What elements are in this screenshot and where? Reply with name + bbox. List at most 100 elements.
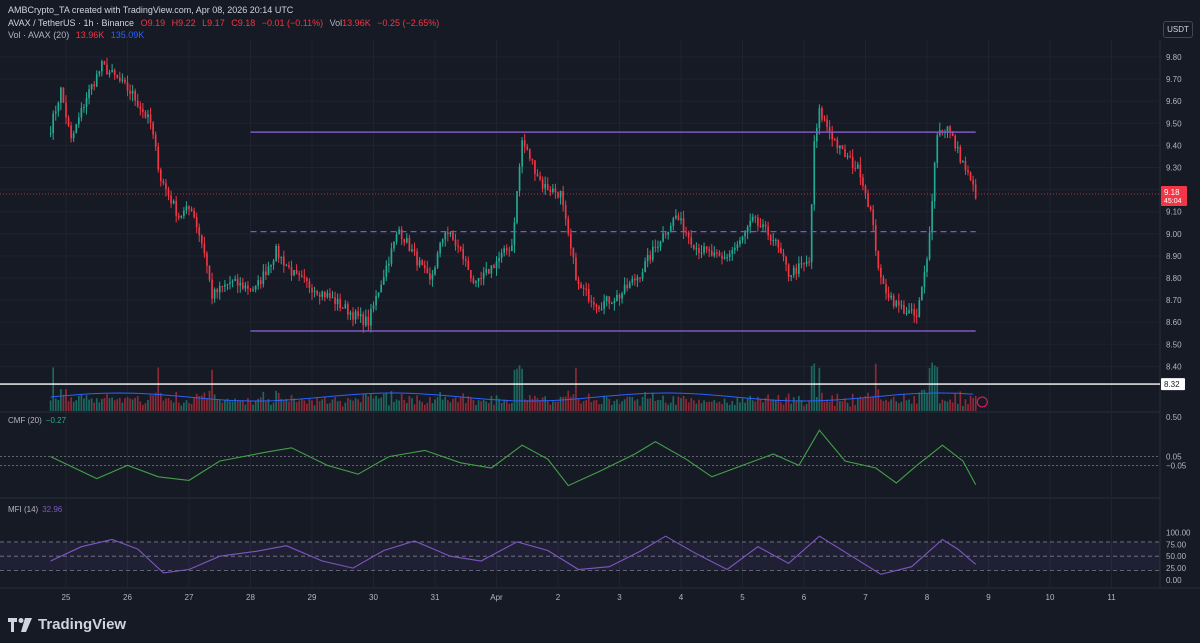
candle-body <box>526 146 529 150</box>
candle-body <box>316 291 318 295</box>
candle-body <box>390 248 393 264</box>
volume-bar <box>531 398 534 411</box>
candle-body <box>249 288 252 290</box>
candle-body <box>75 124 78 134</box>
volume-bar <box>716 402 718 411</box>
volume-bar <box>493 404 495 411</box>
volume-bar <box>833 405 836 411</box>
candle-body <box>457 245 459 247</box>
volume-bar <box>326 403 329 411</box>
candle-body <box>157 146 160 170</box>
mfi-title[interactable]: MFI (14) <box>8 505 39 514</box>
candle-body <box>195 217 198 228</box>
volume-bar <box>557 401 559 411</box>
candle-body <box>733 247 736 251</box>
volume-bar <box>277 392 280 411</box>
volume-bar <box>472 399 475 411</box>
volume-bar <box>864 396 867 411</box>
candle-body <box>641 272 644 279</box>
candle-body <box>867 192 869 208</box>
vol-ma-label[interactable]: Vol · AVAX (20) <box>8 30 70 40</box>
volume-bar <box>398 400 400 411</box>
volume-bar <box>75 400 78 411</box>
candle-body <box>846 156 849 158</box>
candle-body <box>200 235 203 244</box>
candle-body <box>967 170 969 173</box>
cmf-line <box>50 429 977 487</box>
volume-bar <box>690 398 693 411</box>
cmf-tick-label: 0.50 <box>1166 413 1182 422</box>
volume-bar <box>859 396 862 411</box>
volume-bar <box>57 399 60 411</box>
volume-bar <box>282 400 285 411</box>
volume-bar <box>787 393 790 411</box>
candle-body <box>464 259 467 261</box>
volume-bar <box>928 368 931 411</box>
candle-body <box>62 87 65 103</box>
currency-button[interactable]: USDT <box>1163 21 1193 38</box>
candle-body <box>188 206 190 209</box>
volume-bar <box>80 395 83 411</box>
volume-bar <box>582 401 585 411</box>
candle-body <box>185 206 188 211</box>
volume-bar <box>921 389 923 411</box>
mfi-legend: MFI (14) 32.96 <box>8 505 62 514</box>
volume-bar <box>782 404 785 411</box>
candle-body <box>467 260 470 271</box>
candle-body <box>664 233 667 235</box>
candle-body <box>241 282 244 289</box>
candle-body <box>354 311 357 320</box>
candle-body <box>562 191 564 206</box>
candle-body <box>508 250 511 252</box>
candle-body <box>400 229 403 239</box>
volume-bar <box>244 404 247 411</box>
candle-body <box>885 283 887 294</box>
cmf-title[interactable]: CMF (20) <box>8 416 42 425</box>
candle-body <box>277 245 280 258</box>
volume-bar <box>498 398 500 411</box>
candle-body <box>964 160 967 171</box>
volume-bar <box>795 401 798 411</box>
volume-bar <box>554 401 557 411</box>
volume-bar <box>444 396 447 411</box>
volume-bar <box>613 400 616 411</box>
volume-bar <box>449 402 452 411</box>
candle-body <box>618 294 621 299</box>
volume-bar <box>936 366 939 411</box>
volume-bar <box>159 393 162 411</box>
candle-body <box>434 267 436 275</box>
symbol-label[interactable]: AVAX / TetherUS · 1h · Binance <box>8 18 135 28</box>
candle-body <box>764 224 767 227</box>
candle-body <box>662 233 664 242</box>
volume-bar <box>290 395 293 411</box>
volume-bar <box>580 403 582 411</box>
volume-bar <box>721 404 723 411</box>
candle-body <box>649 255 652 260</box>
candle-body <box>259 280 262 284</box>
volume-bar <box>395 399 398 411</box>
candle-body <box>539 176 541 180</box>
volume-bar <box>370 394 372 411</box>
candle-body <box>575 257 577 280</box>
volume-bar <box>836 393 839 411</box>
candle-body <box>826 119 828 128</box>
candle-body <box>167 189 170 196</box>
volume-bar <box>431 403 434 411</box>
candle-body <box>956 146 959 149</box>
volume-bar <box>754 401 757 411</box>
volume-bar <box>938 403 941 411</box>
tradingview-logo[interactable]: TradingView <box>8 616 126 633</box>
volume-bar <box>303 400 306 411</box>
volume-bar <box>667 404 670 411</box>
volume-bar <box>157 367 160 411</box>
x-tick-label: 30 <box>369 593 378 602</box>
volume-bar <box>165 398 167 411</box>
candle-body <box>767 226 769 236</box>
candle-body <box>754 216 757 218</box>
candle-body <box>731 250 734 254</box>
volume-bar <box>65 389 67 411</box>
candle-body <box>926 259 928 273</box>
candle-body <box>959 146 962 163</box>
candle-body <box>362 314 365 326</box>
